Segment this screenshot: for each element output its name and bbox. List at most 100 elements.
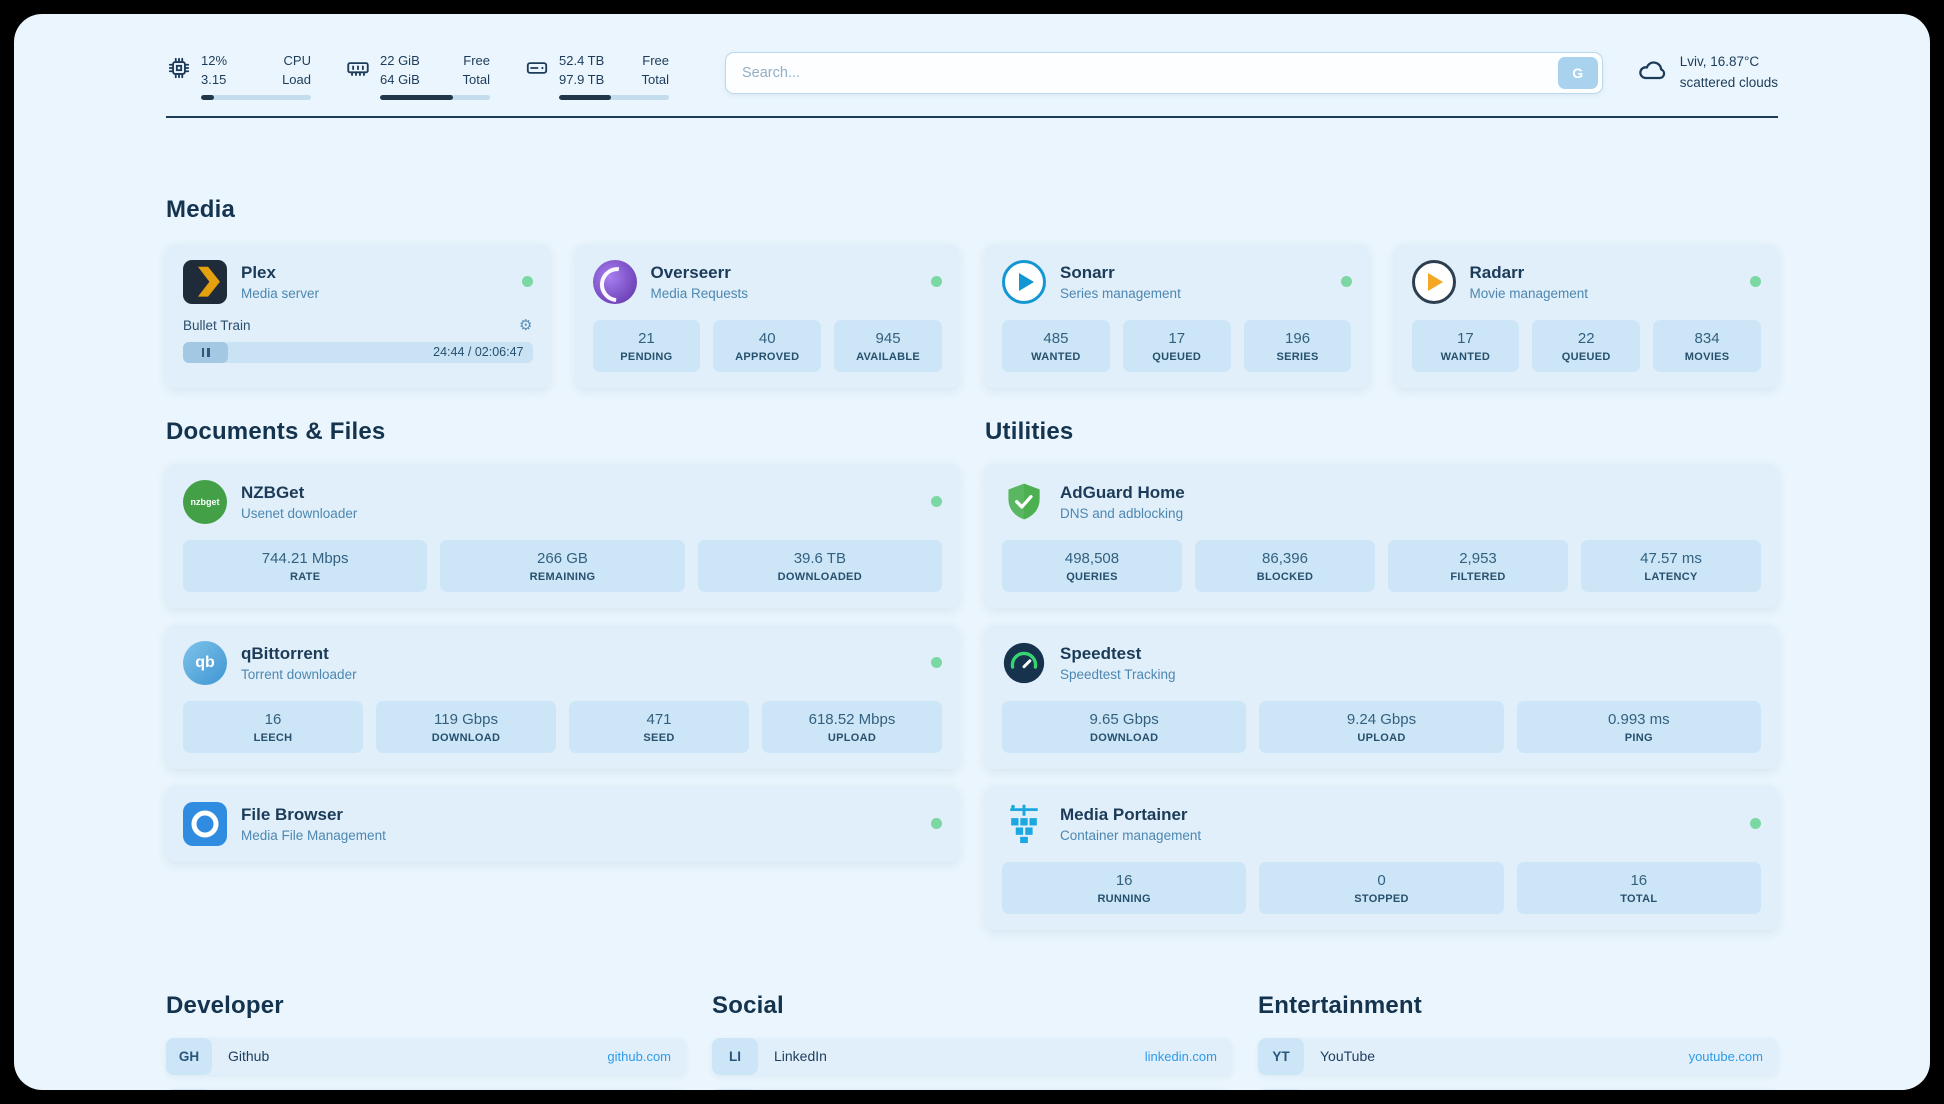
stat-tile: 47.57 ms LATENCY <box>1581 539 1761 592</box>
ram-free-value: 22 GiB <box>380 53 420 68</box>
bookmark-youtube[interactable]: YT YouTube youtube.com <box>1258 1037 1778 1075</box>
bookmark-abbr: LI <box>712 1037 758 1075</box>
plex-icon <box>183 259 227 304</box>
stat-value: 0.993 ms <box>1607 710 1670 728</box>
stat-tile: 9.65 Gbps DOWNLOAD <box>1002 700 1247 753</box>
playback-time: 24:44 / 02:06:47 <box>433 345 524 360</box>
bookmark-abbr: TW <box>712 1088 758 1090</box>
search-provider-button[interactable]: G <box>1557 57 1598 89</box>
disk-total-label: Total <box>641 71 669 87</box>
app-subtitle: Speedtest Tracking <box>1060 666 1176 682</box>
card-plex[interactable]: Plex Media server Bullet Train ⚙ 24:44 <box>166 243 550 388</box>
stat-value: 744.21 Mbps <box>261 549 349 567</box>
status-dot <box>931 657 942 669</box>
cpu-load-label: Load <box>282 71 311 87</box>
stat-label: WANTED <box>1031 350 1081 363</box>
stat-value: 21 <box>638 329 655 347</box>
status-dot <box>521 276 533 288</box>
section-heading-developer: Developer <box>166 991 284 1019</box>
nzbget-icon: nzbget <box>183 479 227 524</box>
cpu-load-value: 3.15 <box>201 71 227 87</box>
search-input[interactable] <box>730 65 1558 81</box>
app-subtitle: Movie management <box>1469 285 1589 301</box>
stat-value: 119 Gbps <box>434 710 498 728</box>
card-nzbget[interactable]: nzbget NZBGet Usenet downloader 744.21 M… <box>166 463 959 608</box>
weather-condition: scattered clouds <box>1679 74 1778 90</box>
stat-value: 86,396 <box>1262 549 1308 567</box>
stat-value: 485 <box>1043 329 1069 347</box>
status-dot <box>1750 818 1761 830</box>
stat-tile: 16 LEECH <box>183 700 363 753</box>
card-overseerr[interactable]: Overseerr Media Requests 21 PENDING 40 A… <box>575 243 959 388</box>
app-subtitle: Usenet downloader <box>241 505 358 521</box>
topbar-divider <box>166 115 1778 118</box>
stat-label: RATE <box>290 570 321 583</box>
stat-label: APPROVED <box>735 350 800 363</box>
pause-icon[interactable] <box>201 347 210 357</box>
status-dot <box>931 818 942 830</box>
stat-label: STOPPED <box>1354 892 1409 905</box>
bookmark-abbr: GH <box>166 1037 212 1075</box>
app-subtitle: Media Requests <box>650 285 749 301</box>
cloud-icon <box>1637 54 1669 91</box>
bookmark-netflix[interactable]: NF Netflix netflix.com <box>1258 1088 1778 1090</box>
disk-progressbar <box>559 94 669 100</box>
stat-label: SERIES <box>1276 350 1319 363</box>
card-sonarr[interactable]: Sonarr Series management 485 WANTED 17 Q… <box>985 243 1369 388</box>
ram-total-value: 64 GiB <box>380 71 420 87</box>
bookmark-name: LinkedIn <box>774 1048 827 1065</box>
ram-widget: 22 GiB 64 GiB Free Total <box>345 52 490 100</box>
radarr-icon <box>1411 259 1456 304</box>
stat-tile: 618.52 Mbps UPLOAD <box>762 700 942 753</box>
stat-tile: 0.993 ms PING <box>1516 700 1761 753</box>
cpu-widget: 12% 3.15 CPU Load <box>166 52 311 100</box>
stat-value: 9.65 Gbps <box>1089 710 1159 728</box>
app-title: Sonarr <box>1060 262 1115 282</box>
card-adguard[interactable]: AdGuard Home DNS and adblocking 498,508 … <box>985 463 1778 608</box>
stat-tile: 40 APPROVED <box>713 319 822 372</box>
stat-tile: 2,953 FILTERED <box>1388 539 1568 592</box>
stat-tile: 17 WANTED <box>1411 319 1520 372</box>
stream-settings-gear-icon[interactable]: ⚙ <box>519 316 533 334</box>
stat-label: DOWNLOAD <box>431 731 501 744</box>
bookmark-abbr: YT <box>1258 1037 1304 1075</box>
stat-tile: 0 STOPPED <box>1259 861 1504 914</box>
card-radarr[interactable]: Radarr Movie management 17 WANTED 22 QUE… <box>1394 243 1778 388</box>
bookmark-twitter[interactable]: TW Twitter twitter.com <box>712 1088 1232 1090</box>
stat-tile: 9.24 Gbps UPLOAD <box>1259 700 1504 753</box>
app-title: qBittorrent <box>241 643 329 663</box>
bookmark-github[interactable]: GH Github github.com <box>166 1037 686 1075</box>
qbittorrent-icon: qb <box>183 640 227 685</box>
stat-tile: 16 RUNNING <box>1002 861 1247 914</box>
portainer-icon <box>1002 802 1046 846</box>
ram-progressbar <box>380 94 490 100</box>
card-qbittorrent[interactable]: qb qBittorrent Torrent downloader 16 LEE… <box>166 624 959 769</box>
card-portainer[interactable]: Media Portainer Container management 16 … <box>985 785 1778 930</box>
section-media: Media Plex Media server Bullet Train ⚙ <box>166 196 1778 388</box>
stat-tile: 39.6 TB DOWNLOADED <box>697 539 942 592</box>
bookmark-linkedin[interactable]: LI LinkedIn linkedin.com <box>712 1037 1232 1075</box>
stat-label: WANTED <box>1440 350 1491 363</box>
bookmark-url[interactable]: github.com <box>607 1048 671 1064</box>
app-title: Plex <box>241 262 276 282</box>
bookmark-url[interactable]: youtube.com <box>1688 1048 1763 1064</box>
stat-value: 47.57 ms <box>1640 549 1702 567</box>
bookmark-abbr: NF <box>1258 1088 1304 1090</box>
app-subtitle: Media server <box>241 285 320 301</box>
stat-label: QUEUED <box>1152 350 1202 363</box>
section-heading-social: Social <box>712 991 784 1019</box>
bookmark-url[interactable]: linkedin.com <box>1144 1048 1217 1064</box>
speedtest-icon <box>1002 641 1046 685</box>
stat-value: 17 <box>1457 329 1474 347</box>
stat-value: 2,953 <box>1459 549 1497 567</box>
card-speedtest[interactable]: Speedtest Speedtest Tracking 9.65 Gbps D… <box>985 624 1778 769</box>
disk-icon <box>524 55 550 100</box>
app-subtitle: Series management <box>1060 285 1181 301</box>
section-utilities: Utilities AdGu <box>985 418 1778 930</box>
bookmark-stackoverflow[interactable]: SO StackOverflow stackoverflow.com <box>166 1088 686 1090</box>
card-filebrowser[interactable]: File Browser Media File Management <box>166 785 959 862</box>
stat-label: PING <box>1624 731 1653 744</box>
stat-label: BLOCKED <box>1256 570 1314 583</box>
stat-tile: 21 PENDING <box>592 319 701 372</box>
bookmark-name: YouTube <box>1320 1048 1376 1065</box>
